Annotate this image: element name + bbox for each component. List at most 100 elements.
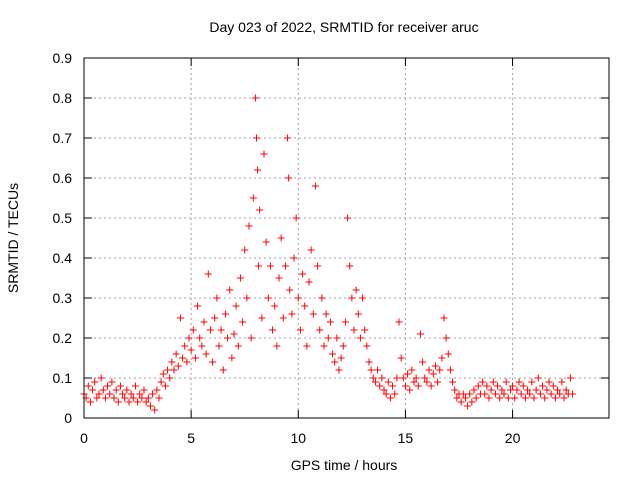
data-point (123, 386, 131, 394)
data-point (384, 378, 392, 386)
data-point (157, 378, 165, 386)
data-point (444, 350, 452, 358)
data-point (129, 394, 137, 402)
x-tick-label: 10 (290, 430, 306, 446)
axis-ticks (83, 57, 609, 419)
data-point (95, 390, 103, 398)
data-point (348, 294, 356, 302)
data-point (498, 386, 506, 394)
data-point (174, 362, 182, 370)
data-point (382, 390, 390, 398)
data-point (125, 398, 133, 406)
data-point (487, 386, 495, 394)
data-point (176, 314, 184, 322)
data-point (228, 354, 236, 362)
data-point (436, 366, 444, 374)
y-tick-label: 0.3 (53, 290, 73, 306)
data-point (416, 330, 424, 338)
data-point (545, 378, 553, 386)
data-point (386, 394, 394, 402)
data-point (528, 378, 536, 386)
data-point (354, 310, 362, 318)
data-point (419, 358, 427, 366)
data-point (526, 390, 534, 398)
data-point (391, 390, 399, 398)
data-point (211, 314, 219, 322)
data-point (239, 318, 247, 326)
data-point (168, 358, 176, 366)
y-tick-label: 0.6 (53, 170, 73, 186)
data-point (144, 394, 152, 402)
data-point (374, 366, 382, 374)
data-point (292, 214, 300, 222)
data-point (224, 334, 232, 342)
data-point (359, 294, 367, 302)
data-point (241, 246, 249, 254)
data-point (254, 166, 262, 174)
data-point (86, 398, 94, 406)
data-point (500, 390, 508, 398)
y-tick-label: 0.8 (53, 90, 73, 106)
data-point (127, 390, 135, 398)
data-point (285, 174, 293, 182)
data-point (172, 350, 180, 358)
data-point (434, 378, 442, 386)
data-point (106, 390, 114, 398)
data-point (414, 382, 422, 390)
data-point (369, 374, 377, 382)
data-point (380, 386, 388, 394)
data-point (547, 390, 555, 398)
data-point (191, 354, 199, 362)
data-point (311, 182, 319, 190)
data-point (346, 262, 354, 270)
data-point (271, 302, 279, 310)
data-point (213, 294, 221, 302)
data-point (339, 342, 347, 350)
data-point (301, 302, 309, 310)
data-point (532, 386, 540, 394)
data-point (198, 342, 206, 350)
data-point (479, 378, 487, 386)
data-point (166, 374, 174, 382)
data-point (461, 394, 469, 402)
data-point (226, 286, 234, 294)
data-point (209, 358, 217, 366)
data-point (303, 342, 311, 350)
data-point (204, 270, 212, 278)
data-point (566, 374, 574, 382)
data-point (251, 94, 259, 102)
data-point (504, 394, 512, 402)
data-point (101, 394, 109, 402)
data-point (288, 310, 296, 318)
data-point (530, 394, 538, 402)
data-point (153, 386, 161, 394)
data-point (84, 382, 92, 390)
data-point (515, 378, 523, 386)
data-point (446, 366, 454, 374)
y-tick-labels: 0 0.1 0.2 0.3 0.4 0.5 0.6 0.7 0.8 0.9 (53, 50, 73, 426)
data-point (464, 402, 472, 410)
plot-frame (83, 57, 610, 419)
y-tick-label: 0.1 (53, 370, 73, 386)
data-point (232, 302, 240, 310)
data-point (440, 314, 448, 322)
data-point (194, 302, 202, 310)
data-point (179, 354, 187, 362)
data-point (170, 366, 178, 374)
data-point (412, 374, 420, 382)
data-point (344, 214, 352, 222)
y-axis-label: SRMTID / TECUs (5, 183, 21, 293)
data-point (217, 326, 225, 334)
data-point (284, 134, 292, 142)
data-point (363, 342, 371, 350)
x-axis-label: GPS time / hours (291, 457, 398, 473)
data-point (472, 394, 480, 402)
data-point (551, 394, 559, 402)
data-point (378, 374, 386, 382)
data-point (429, 370, 437, 378)
data-point (506, 386, 514, 394)
data-point (489, 378, 497, 386)
data-point (466, 390, 474, 398)
